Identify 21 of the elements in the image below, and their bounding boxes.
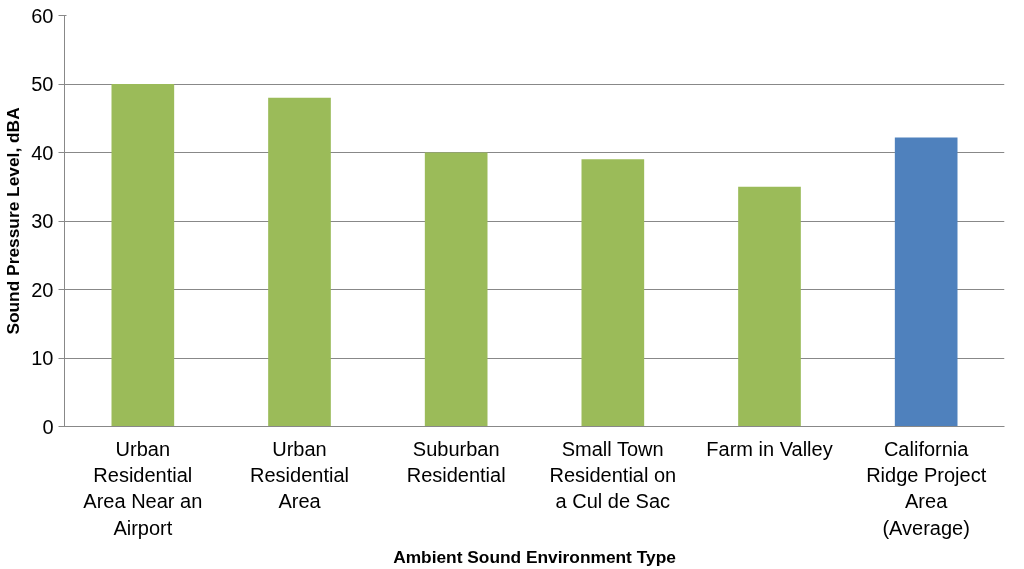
bar [424, 152, 488, 427]
y-tick-label: 10 [31, 347, 54, 369]
y-tick-label: 0 [42, 415, 54, 438]
y-tick-label: 20 [31, 278, 54, 301]
y-tick-label: 30 [31, 210, 54, 232]
y-tick-label: 50 [31, 73, 54, 95]
bar [111, 84, 175, 427]
bar [894, 137, 958, 427]
bar [581, 159, 645, 427]
x-tick-label: Small Town Residential on a Cul de Sac [549, 437, 677, 513]
x-tick-label: Urban Residential Area [250, 437, 349, 513]
x-tick-label: Suburban Residential [406, 437, 506, 486]
bar [268, 97, 331, 427]
x-tick-label: Farm in Valley [706, 437, 833, 460]
x-axis-title: Ambient Sound Environment Type [393, 546, 677, 567]
x-tick-label: California Ridge Project Area (Average) [866, 437, 987, 539]
y-axis-title: Sound Pressure Level, dBA [3, 106, 24, 335]
y-tick-label: 40 [31, 141, 54, 164]
bar [738, 186, 801, 427]
y-tick-label: 60 [31, 4, 54, 27]
x-tick-label: Urban Residential Area Near an Airport [83, 437, 203, 539]
